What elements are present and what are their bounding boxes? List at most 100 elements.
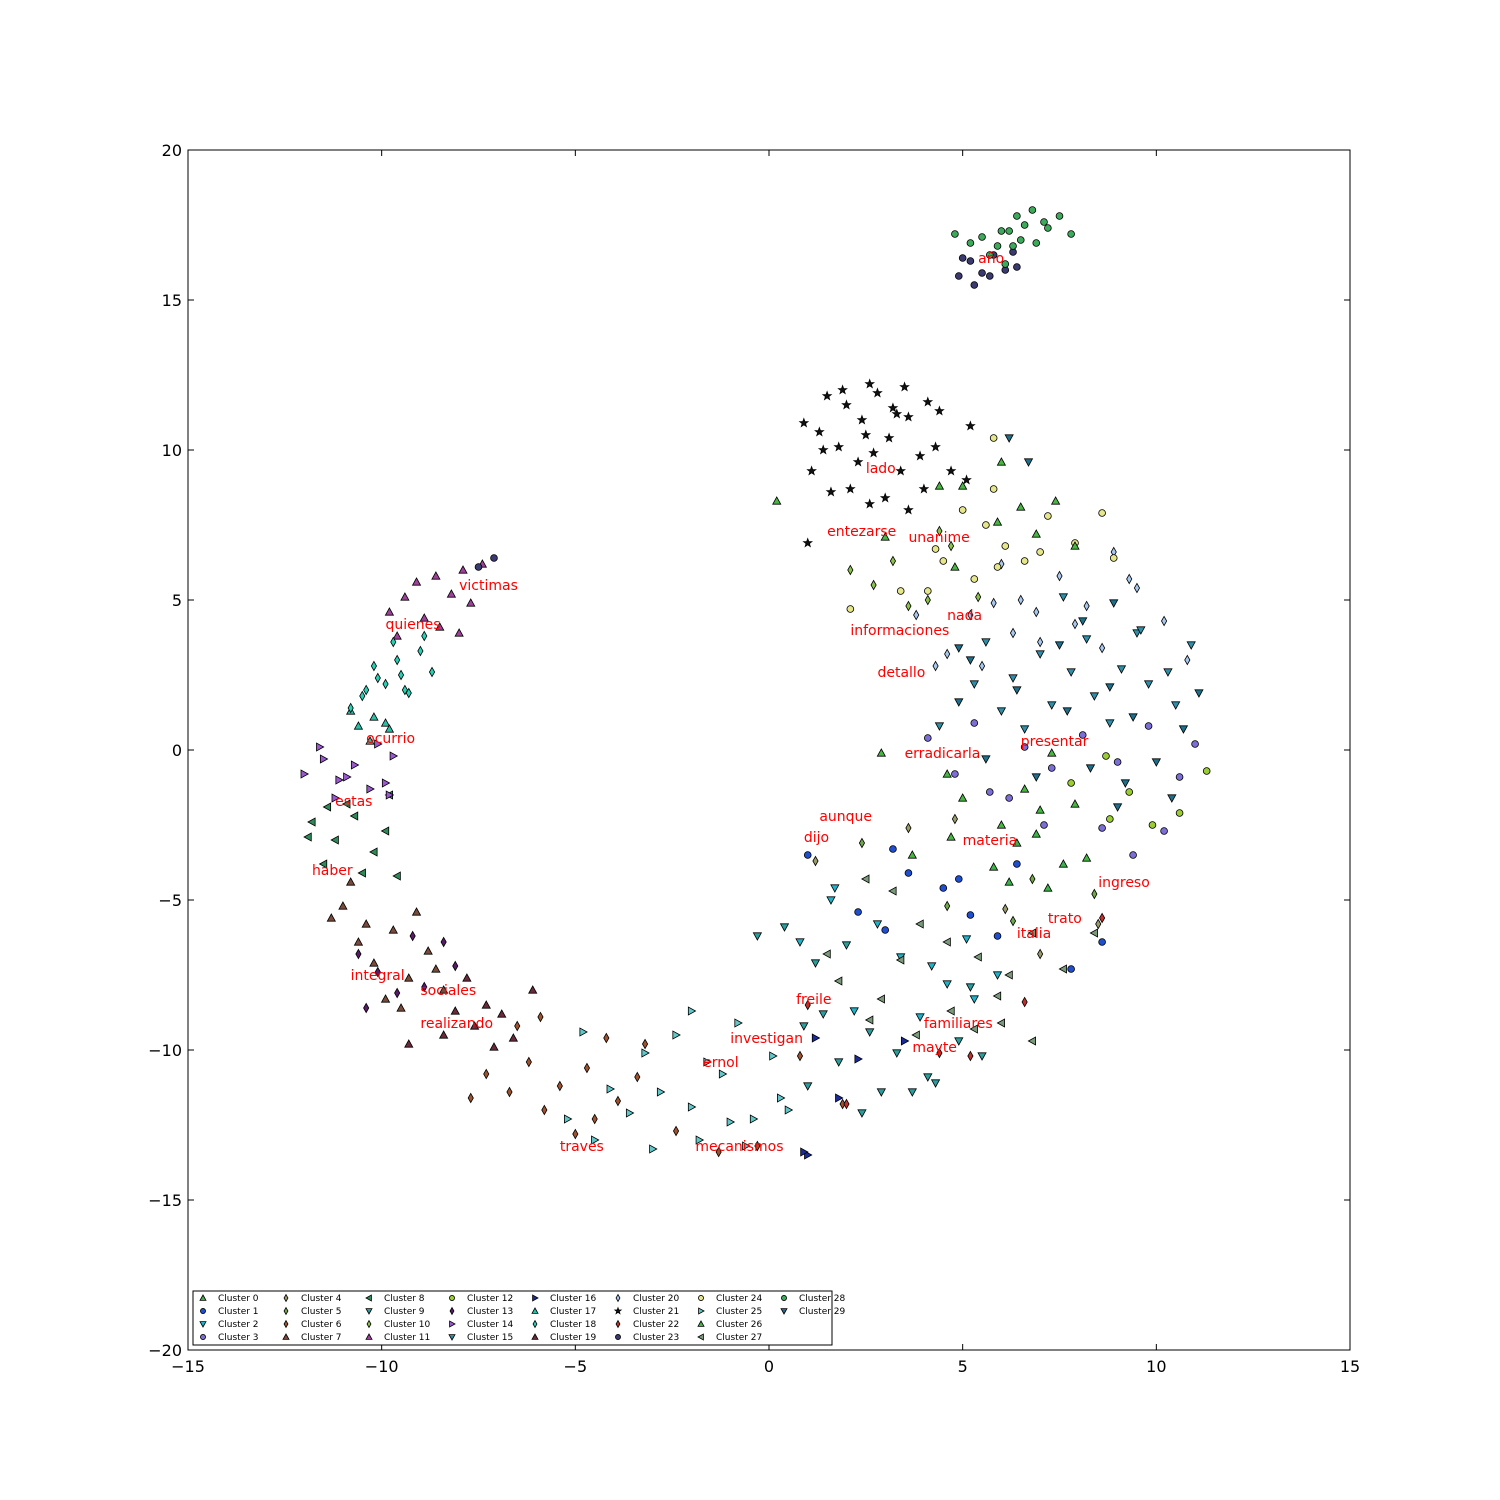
data-point	[955, 876, 962, 883]
data-point	[1176, 774, 1183, 781]
legend-label: Cluster 15	[467, 1333, 513, 1343]
data-point	[804, 852, 811, 859]
legend-label: Cluster 29	[799, 1307, 846, 1317]
data-point	[1130, 852, 1137, 859]
data-point	[1037, 549, 1044, 556]
legend-label: Cluster 8	[384, 1294, 425, 1304]
x-tick-label: −10	[365, 1357, 399, 1376]
word-label: lado	[866, 461, 896, 477]
legend-marker	[698, 1295, 703, 1300]
data-point	[1126, 789, 1133, 796]
word-label: traves	[560, 1139, 604, 1155]
data-point	[967, 240, 974, 247]
data-point	[1033, 240, 1040, 247]
word-label: sociales	[420, 983, 476, 999]
data-point	[959, 255, 966, 262]
legend-label: Cluster 25	[716, 1307, 762, 1317]
data-point	[1013, 861, 1020, 868]
data-point	[932, 546, 939, 553]
word-label: investigan	[730, 1031, 803, 1047]
legend-label: Cluster 12	[467, 1294, 513, 1304]
legend-label: Cluster 1	[218, 1307, 259, 1317]
data-point	[1103, 753, 1110, 760]
word-label: estas	[335, 794, 372, 810]
data-point	[924, 588, 931, 595]
data-point	[1021, 558, 1028, 565]
word-label: familiares	[924, 1016, 993, 1032]
data-point	[940, 885, 947, 892]
data-point	[897, 588, 904, 595]
legend-marker	[449, 1295, 454, 1300]
data-point	[1013, 264, 1020, 271]
data-point	[1002, 543, 1009, 550]
data-point	[967, 912, 974, 919]
legend-label: Cluster 13	[467, 1307, 513, 1317]
data-point	[952, 771, 959, 778]
x-tick-label: 0	[764, 1357, 774, 1376]
legend-label: Cluster 23	[633, 1333, 679, 1343]
legend: Cluster 0Cluster 1Cluster 2Cluster 3Clus…	[193, 1291, 846, 1345]
data-point	[990, 486, 997, 493]
x-tick-label: 10	[1146, 1357, 1166, 1376]
data-point	[952, 231, 959, 238]
data-point	[1161, 828, 1168, 835]
data-point	[994, 243, 1001, 250]
legend-label: Cluster 16	[550, 1294, 597, 1304]
word-label: mayte	[912, 1040, 957, 1056]
data-point	[967, 258, 974, 265]
word-label: nada	[947, 608, 982, 624]
legend-label: Cluster 21	[633, 1307, 679, 1317]
data-point	[890, 846, 897, 853]
data-point	[971, 720, 978, 727]
data-point	[1006, 795, 1013, 802]
data-point	[940, 558, 947, 565]
data-point	[1041, 822, 1048, 829]
word-label: dijo	[804, 830, 829, 846]
word-label: quienes	[386, 617, 441, 633]
data-point	[994, 564, 1001, 571]
data-point	[1041, 219, 1048, 226]
word-label: unanime	[908, 530, 969, 546]
word-label: victimas	[459, 578, 518, 594]
data-point	[1029, 207, 1036, 214]
data-point	[959, 507, 966, 514]
legend-label: Cluster 2	[218, 1320, 259, 1330]
data-point	[882, 927, 889, 934]
word-label: freile	[796, 992, 831, 1008]
word-label: erradicarla	[905, 746, 981, 762]
legend-label: Cluster 4	[301, 1294, 342, 1304]
legend-label: Cluster 17	[550, 1307, 596, 1317]
word-label: realizando	[420, 1016, 493, 1032]
y-tick-label: 0	[172, 741, 182, 760]
data-point	[979, 270, 986, 277]
data-point	[990, 435, 997, 442]
word-label: italia	[1017, 926, 1051, 942]
data-point	[986, 789, 993, 796]
data-point	[1149, 822, 1156, 829]
y-tick-label: 10	[162, 441, 182, 460]
word-label: mecanismos	[695, 1139, 783, 1155]
data-point	[1106, 816, 1113, 823]
data-point	[847, 606, 854, 613]
y-tick-label: −5	[158, 891, 182, 910]
word-label: detallo	[877, 665, 925, 681]
legend-label: Cluster 14	[467, 1320, 514, 1330]
word-label: ocurrio	[366, 731, 415, 747]
legend-label: Cluster 9	[384, 1307, 425, 1317]
data-point	[994, 933, 1001, 940]
data-point	[1010, 243, 1017, 250]
data-point	[855, 909, 862, 916]
y-tick-label: 15	[162, 291, 182, 310]
word-label: haber	[312, 863, 353, 879]
data-point	[1017, 237, 1024, 244]
data-point	[1044, 225, 1051, 232]
word-label: presentar	[1021, 734, 1089, 750]
data-point	[979, 234, 986, 241]
data-point	[1048, 765, 1055, 772]
data-point	[1192, 741, 1199, 748]
x-tick-label: 15	[1340, 1357, 1360, 1376]
legend-label: Cluster 28	[799, 1294, 846, 1304]
legend-label: Cluster 26	[716, 1320, 763, 1330]
